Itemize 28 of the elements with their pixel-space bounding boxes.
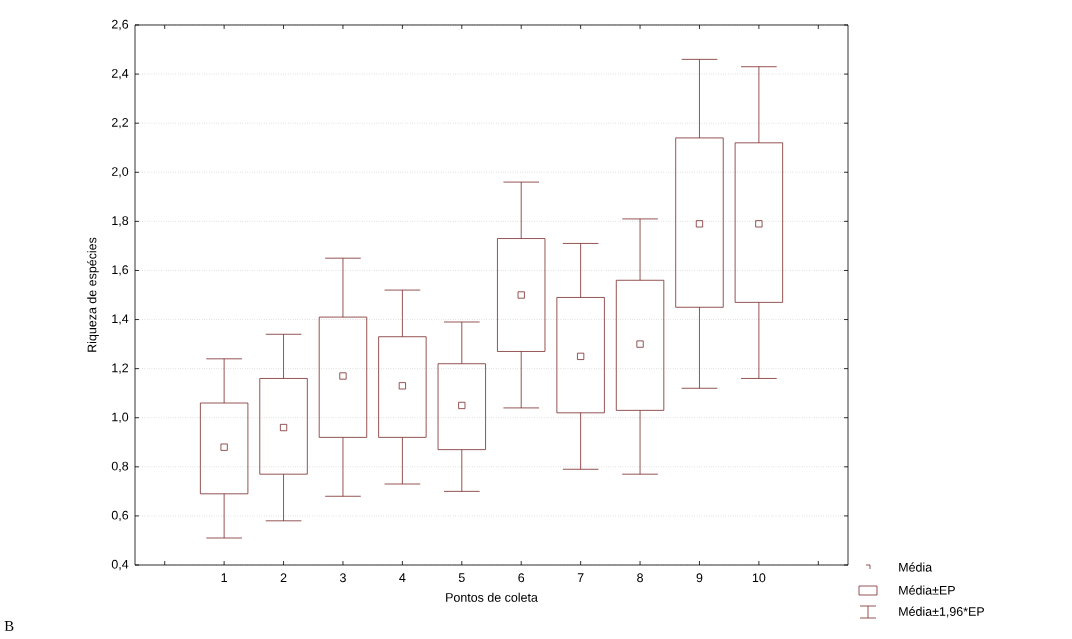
x-tick-label: 2 xyxy=(280,573,287,583)
text: Média xyxy=(899,562,933,572)
text: Média±EP xyxy=(899,585,955,595)
x-tick-label: 6 xyxy=(518,573,525,583)
x-tick-label: 7 xyxy=(577,573,584,582)
y-tick-label: 0,6 xyxy=(111,510,129,522)
y-tick-label: 1,4 xyxy=(112,314,129,325)
x-tick-label: 10 xyxy=(752,573,766,583)
y-axis-title: Riqueza de espécies xyxy=(87,237,99,352)
x-tick-label: 3 xyxy=(339,573,346,583)
y-tick-label: 1,8 xyxy=(112,216,129,227)
x-tick-label: 5 xyxy=(458,573,465,583)
y-tick-label: 1,6 xyxy=(112,265,129,276)
x-tick-label: 9 xyxy=(696,573,703,583)
y-tick-label: 2,2 xyxy=(111,118,129,129)
x-axis-title: Pontos de coleta xyxy=(446,592,538,602)
y-tick-label: 1,2 xyxy=(112,363,129,374)
text: Média±1,96*EP xyxy=(899,606,984,618)
y-tick-label: 1,0 xyxy=(112,412,129,423)
y-tick-label: 0,8 xyxy=(111,461,129,472)
y-tick-label: 2,4 xyxy=(111,68,129,80)
x-tick-label: 1 xyxy=(221,573,227,582)
text: B xyxy=(4,621,14,631)
x-tick-label: 4 xyxy=(399,573,406,582)
y-tick-label: 2,6 xyxy=(111,19,129,31)
y-tick-label: 0,4 xyxy=(111,559,129,571)
x-tick-label: 8 xyxy=(637,573,643,583)
y-tick-label: 2,0 xyxy=(111,167,129,178)
